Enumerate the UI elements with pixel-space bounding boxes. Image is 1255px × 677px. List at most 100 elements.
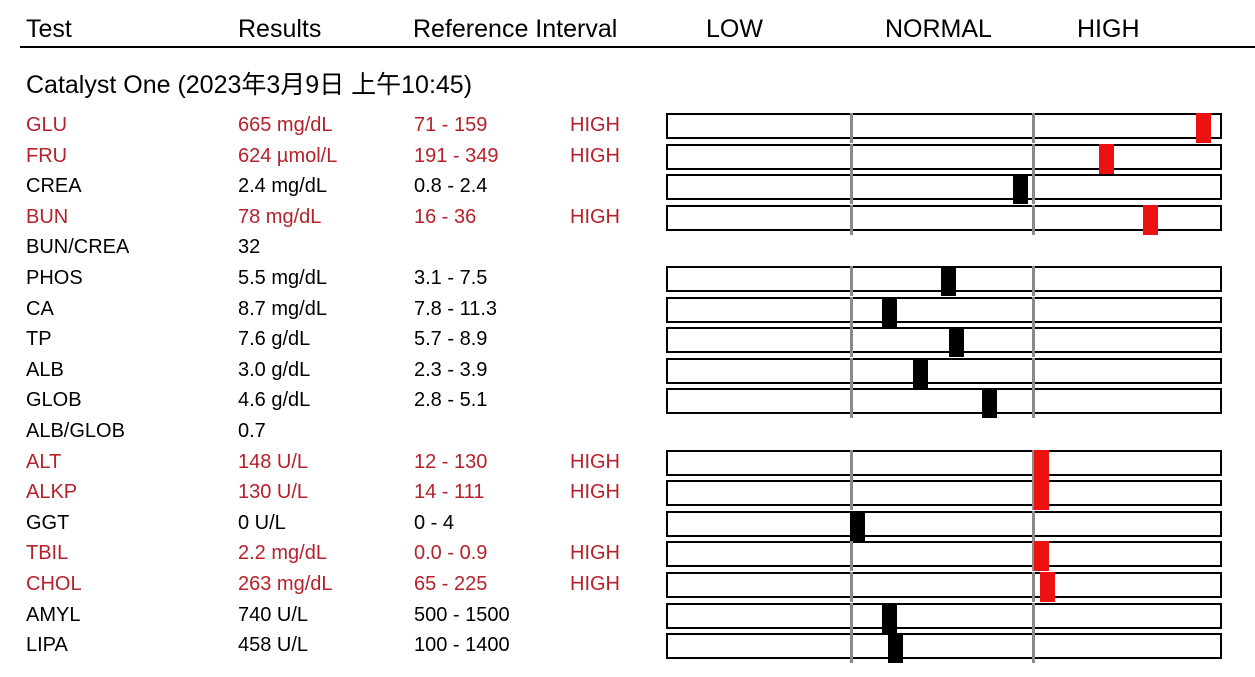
header-high: HIGH (1077, 15, 1140, 43)
range-divider (1032, 266, 1035, 296)
range-divider (1032, 174, 1035, 204)
test-name: GGT (26, 512, 70, 534)
header-test: Test (26, 15, 72, 43)
range-divider (850, 266, 853, 296)
range-divider (850, 205, 853, 235)
range-divider (1032, 603, 1035, 633)
range-divider (1032, 450, 1035, 480)
result-value: 8.7 mg/dL (238, 298, 327, 320)
reference-interval: 2.3 - 3.9 (414, 359, 488, 381)
test-name: ALB (26, 359, 64, 381)
flag-label: HIGH (570, 145, 620, 167)
flag-label: HIGH (570, 451, 620, 473)
range-divider (850, 541, 853, 571)
result-value: 2.4 mg/dL (238, 175, 327, 197)
range-divider (850, 572, 853, 602)
range-divider (1032, 572, 1035, 602)
range-divider (1032, 388, 1035, 418)
flag-label: HIGH (570, 573, 620, 595)
test-name: LIPA (26, 634, 68, 656)
range-bar (666, 480, 1222, 510)
test-name: CREA (26, 175, 82, 197)
result-value: 4.6 g/dL (238, 389, 311, 411)
test-name: BUN/CREA (26, 236, 130, 258)
range-divider (1032, 633, 1035, 663)
reference-interval: 191 - 349 (414, 145, 499, 167)
range-bar (666, 388, 1222, 418)
result-value: 0.7 (238, 420, 266, 442)
result-value: 263 mg/dL (238, 573, 333, 595)
result-value: 665 mg/dL (238, 114, 333, 136)
result-marker (1034, 450, 1049, 480)
range-bar (666, 144, 1222, 174)
reference-interval: 7.8 - 11.3 (414, 298, 498, 320)
result-marker (941, 266, 956, 296)
test-name: AMYL (26, 604, 81, 626)
range-divider (850, 144, 853, 174)
range-bar (666, 113, 1222, 143)
header-low: LOW (706, 15, 763, 43)
range-bar (666, 266, 1222, 296)
test-name: GLU (26, 114, 68, 136)
result-marker (949, 327, 964, 357)
reference-interval: 14 - 111 (414, 481, 485, 503)
reference-interval: 16 - 36 (414, 206, 477, 228)
flag-label: HIGH (570, 481, 620, 503)
reference-interval: 0.8 - 2.4 (414, 175, 488, 197)
range-bar (666, 205, 1222, 235)
result-marker (850, 511, 865, 541)
range-divider (850, 633, 853, 663)
range-divider (850, 450, 853, 480)
flag-label: HIGH (570, 206, 620, 228)
result-marker (913, 358, 928, 388)
range-bar (666, 358, 1222, 388)
range-divider (850, 388, 853, 418)
range-divider (850, 603, 853, 633)
result-value: 7.6 g/dL (238, 328, 311, 350)
result-value: 0 U/L (238, 512, 286, 534)
result-marker (1034, 541, 1049, 571)
range-divider (850, 174, 853, 204)
result-value: 740 U/L (238, 604, 309, 626)
range-divider (1032, 297, 1035, 327)
range-divider (1032, 541, 1035, 571)
range-bar (666, 603, 1222, 633)
range-divider (850, 327, 853, 357)
reference-interval: 3.1 - 7.5 (414, 267, 488, 289)
test-name: CHOL (26, 573, 82, 595)
range-bar (666, 633, 1222, 663)
test-name: ALT (26, 451, 62, 473)
reference-interval: 71 - 159 (414, 114, 488, 136)
result-value: 624 µmol/L (238, 145, 338, 167)
header-reference-interval: Reference Interval (413, 15, 618, 43)
result-marker (1040, 572, 1055, 602)
range-divider (850, 297, 853, 327)
range-bar (666, 572, 1222, 602)
range-divider (1032, 327, 1035, 357)
range-divider (1032, 358, 1035, 388)
range-divider (1032, 113, 1035, 143)
result-marker (1196, 113, 1211, 143)
range-bar (666, 327, 1222, 357)
reference-interval: 5.7 - 8.9 (414, 328, 488, 350)
range-bar (666, 450, 1222, 480)
result-marker (882, 297, 897, 327)
result-value: 130 U/L (238, 481, 309, 503)
range-bar (666, 511, 1222, 541)
result-value: 148 U/L (238, 451, 309, 473)
flag-label: HIGH (570, 114, 620, 136)
range-divider (850, 358, 853, 388)
test-name: BUN (26, 206, 69, 228)
flag-label: HIGH (570, 542, 620, 564)
range-divider (1032, 144, 1035, 174)
reference-interval: 12 - 130 (414, 451, 488, 473)
result-marker (1099, 144, 1114, 174)
result-value: 32 (238, 236, 261, 258)
test-name: GLOB (26, 389, 82, 411)
result-value: 5.5 mg/dL (238, 267, 327, 289)
reference-interval: 65 - 225 (414, 573, 488, 595)
test-name: ALKP (26, 481, 78, 503)
range-divider (1032, 480, 1035, 510)
test-name: PHOS (26, 267, 83, 289)
range-divider (1032, 205, 1035, 235)
